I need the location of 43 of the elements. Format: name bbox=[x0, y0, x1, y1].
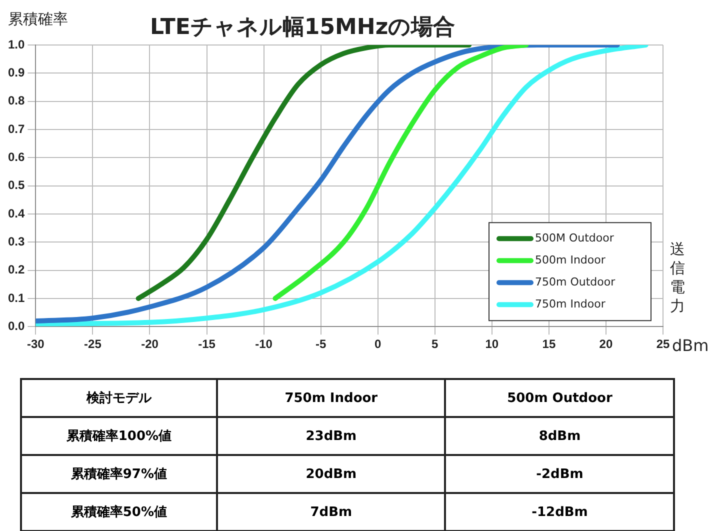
y-tick-label: 0.0 bbox=[8, 318, 25, 333]
y-tick-label: 0.8 bbox=[8, 94, 25, 108]
y-tick-label: 0.9 bbox=[8, 65, 25, 80]
text: 8dBm bbox=[445, 417, 674, 455]
y-tick-label: 0.7 bbox=[8, 122, 25, 136]
text: 500m Outdoor bbox=[445, 379, 674, 417]
legend-label: 500m Indoor bbox=[535, 253, 606, 266]
text: 累積確率97%値 bbox=[21, 455, 217, 493]
text: 検討モデル bbox=[21, 379, 217, 417]
x-tick-label: -5 bbox=[315, 337, 326, 352]
text: -2dBm bbox=[445, 455, 674, 493]
text: 累積確率50%値 bbox=[21, 493, 217, 531]
x-tick-label: -30 bbox=[27, 337, 45, 352]
x-axis-title: dBm bbox=[672, 336, 709, 355]
text: 7dBm bbox=[216, 493, 446, 531]
y-tick-label: 0.6 bbox=[8, 150, 25, 164]
legend-label: 750m Indoor bbox=[535, 297, 606, 310]
x-tick-label: 15 bbox=[542, 337, 556, 352]
x-tick-label: 10 bbox=[485, 337, 499, 352]
x-tick-label: -25 bbox=[84, 337, 102, 352]
text: 750m Indoor bbox=[216, 379, 446, 417]
x-tick-label: 5 bbox=[432, 337, 439, 352]
y-tick-label: 1.0 bbox=[8, 37, 25, 52]
text: 送信電力 bbox=[670, 240, 686, 316]
y-tick-label: 0.2 bbox=[8, 262, 25, 277]
x-tick-label: -10 bbox=[255, 337, 273, 352]
legend-label: 500M Outdoor bbox=[535, 231, 614, 244]
y-tick-label: 0.3 bbox=[8, 234, 25, 248]
text: 20dBm bbox=[216, 455, 446, 493]
y-axis-title: 累積確率 bbox=[8, 10, 68, 28]
x-tick-label: 20 bbox=[599, 337, 613, 352]
text: -12dBm bbox=[445, 493, 674, 531]
x-tick-label: -20 bbox=[141, 337, 159, 352]
y-tick-label: 0.5 bbox=[8, 178, 25, 192]
x-tick-label: -15 bbox=[198, 337, 216, 352]
text: 累積確率100%値 bbox=[21, 417, 217, 455]
x-tick-label: 25 bbox=[656, 337, 670, 352]
y-tick-label: 0.4 bbox=[8, 206, 25, 220]
x-tick-label: 0 bbox=[374, 337, 382, 352]
y-tick-label: 0.1 bbox=[8, 290, 25, 305]
text: 23dBm bbox=[216, 417, 446, 455]
legend-label: 750m Outdoor bbox=[535, 275, 616, 288]
chart-title: LTEチャネル幅15MHzの場合 bbox=[150, 15, 456, 40]
